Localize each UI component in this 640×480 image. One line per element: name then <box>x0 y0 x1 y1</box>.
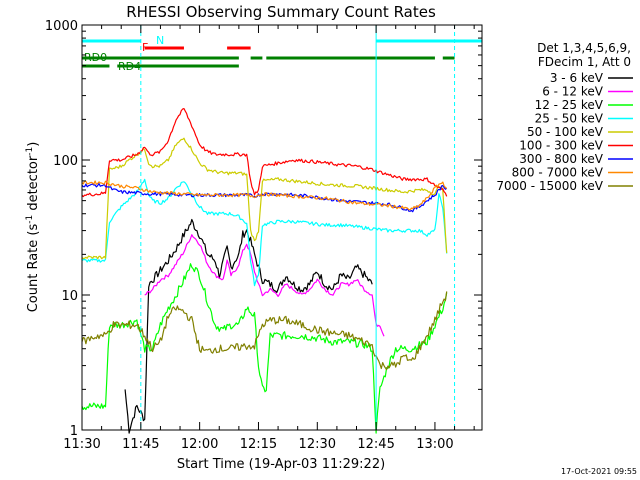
y-axis-title-sup2: -1 <box>25 147 35 156</box>
x-tick-label-5: 12:45 <box>357 437 394 452</box>
plot-frame <box>81 24 483 431</box>
y-axis-title-mid: detector <box>26 155 41 215</box>
annotation-label-rd4: RD4 <box>118 60 141 73</box>
legend-label-0: 3 - 6 keV <box>550 71 604 85</box>
y-tick-label-2: 100 <box>53 154 78 169</box>
legend: Det 1,3,4,5,6,9, FDecim 1, Att 0 3 - 6 k… <box>496 41 633 193</box>
y-axis-title: Count Rate (s-1 detector-1) <box>25 142 41 313</box>
series-line-3 <box>81 178 448 287</box>
y-tick-label-3: 1000 <box>45 19 78 34</box>
x-tick-label-0: 11:30 <box>63 437 100 452</box>
legend-label-7: 800 - 7000 keV <box>512 166 604 180</box>
vertical-markers <box>140 25 456 430</box>
axis-ticks: 11:30 11:45 12:00 12:15 12:30 12:45 13:00 1 10 10… <box>45 19 482 452</box>
chart-title: RHESSI Observing Summary Count Rates <box>126 3 436 21</box>
annotation-label-f: F <box>142 41 148 54</box>
x-tick-label-2: 12:00 <box>181 437 218 452</box>
x-axis-title: Start Time (19-Apr-03 11:29:22) <box>177 457 385 472</box>
legend-label-3: 25 - 50 keV <box>535 112 604 126</box>
legend-header-1: Det 1,3,4,5,6,9, <box>537 41 631 55</box>
x-tick-label-1: 11:45 <box>122 437 159 452</box>
legend-label-6: 300 - 800 keV <box>519 152 603 166</box>
series-line-7 <box>81 180 448 211</box>
y-tick-label-1: 10 <box>61 289 78 304</box>
legend-label-5: 100 - 300 keV <box>519 139 603 153</box>
y-axis-title-sup1: -1 <box>25 215 35 224</box>
series-line-5 <box>81 108 448 198</box>
y-tick-label-0: 1 <box>70 424 78 439</box>
series-line-8 <box>81 291 448 371</box>
legend-label-4: 50 - 100 keV <box>527 125 604 139</box>
x-tick-label-3: 12:15 <box>240 437 277 452</box>
legend-label-2: 12 - 25 keV <box>535 98 604 112</box>
annotation-label-n: N <box>156 34 164 47</box>
y-axis-title-main: Count Rate (s <box>26 224 41 313</box>
y-axis-title-end: ) <box>26 142 41 147</box>
series-lines <box>81 108 448 434</box>
x-tick-label-6: 13:00 <box>416 437 453 452</box>
series-line-2 <box>81 263 448 434</box>
legend-label-8: 7000 - 15000 keV <box>496 179 603 193</box>
annotation-label-rd0: RD0 <box>84 51 107 64</box>
legend-header-2: FDecim 1, Att 0 <box>538 55 631 69</box>
annotation-bars <box>82 39 482 68</box>
legend-label-1: 6 - 12 keV <box>542 85 604 99</box>
footer-timestamp: 17-Oct-2021 09:55 <box>561 467 637 476</box>
series-line-1 <box>144 234 385 337</box>
x-tick-label-4: 12:30 <box>299 437 336 452</box>
